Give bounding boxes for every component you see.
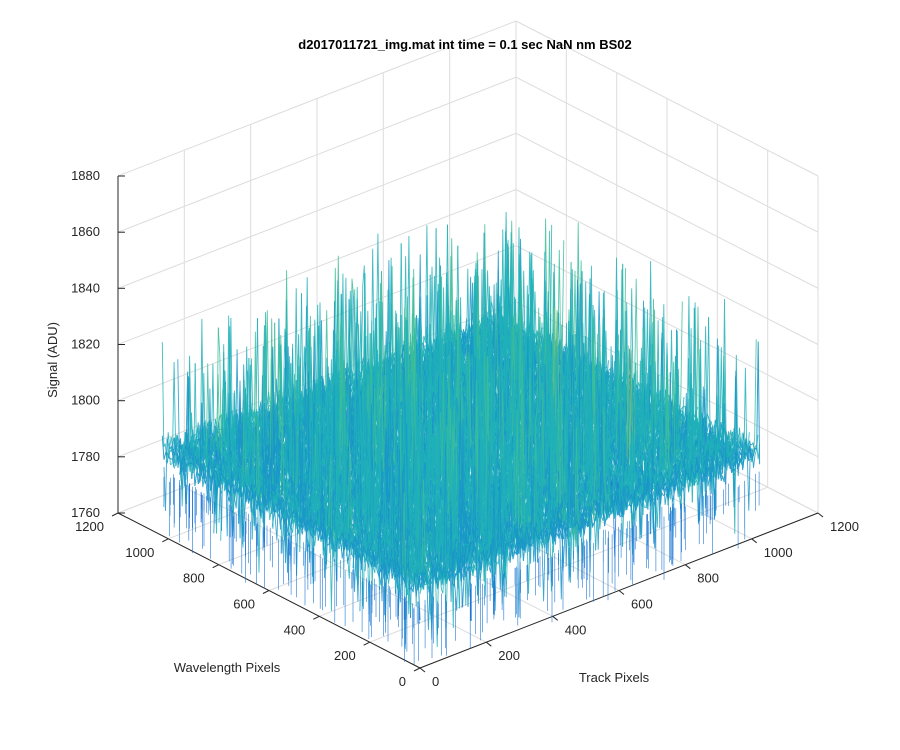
surface-trace — [268, 493, 279, 515]
back-wall-grid-line — [117, 76, 517, 233]
surface-trace — [252, 415, 263, 511]
side-wall-grid-line — [515, 132, 819, 289]
surface-trace — [220, 352, 231, 541]
surface-trace — [311, 426, 322, 546]
surface-trace — [234, 466, 244, 501]
surface-trace — [352, 534, 363, 569]
surface-trace — [175, 438, 186, 476]
back-wall-grid-line — [117, 189, 517, 345]
surface-trace — [321, 449, 332, 565]
side-wall-grid-line — [515, 189, 819, 345]
surface-trace — [205, 363, 215, 470]
x-tick-mark — [419, 667, 426, 673]
surface-trace — [205, 434, 216, 457]
surface-trace — [376, 519, 387, 572]
surface-plot — [161, 211, 761, 665]
surface-trace — [290, 498, 301, 533]
surface-trace — [316, 501, 327, 579]
y-tick-mark — [111, 512, 119, 517]
surface-trace — [371, 536, 382, 574]
x-tick-mark — [751, 538, 758, 544]
surface-trace — [169, 444, 179, 468]
surface-trace — [372, 386, 383, 508]
y-tick-mark — [262, 590, 270, 594]
surface-trace — [337, 522, 347, 544]
y-tick-mark — [363, 641, 370, 646]
surface-trace — [232, 475, 243, 532]
surface-trace — [373, 550, 383, 586]
surface-trace — [650, 374, 660, 462]
y-tick-mark — [413, 667, 421, 672]
x-tick-mark — [817, 512, 824, 518]
surface-trace — [199, 455, 210, 501]
back-wall-grid-line — [117, 20, 517, 177]
surface-trace — [309, 513, 320, 536]
surface-trace — [340, 527, 351, 552]
surface-trace — [460, 354, 470, 383]
x-tick-mark — [618, 590, 625, 595]
surface-trace — [256, 485, 267, 519]
surface-trace — [194, 453, 204, 470]
back-wall-grid-line — [117, 132, 517, 289]
surface-trace — [163, 438, 174, 512]
x-tick-mark — [684, 564, 691, 570]
surface-trace — [307, 505, 318, 531]
surface-trace — [354, 540, 365, 560]
surface-trace — [621, 381, 632, 401]
surface-trace — [359, 533, 370, 612]
surface-trace — [289, 499, 299, 524]
side-wall-grid-line — [515, 76, 819, 233]
y-tick-mark — [212, 564, 219, 569]
surface-trace — [634, 278, 639, 388]
x-tick-mark — [485, 641, 492, 647]
surface-trace — [366, 544, 377, 567]
surface-trace — [678, 301, 683, 417]
surface-trace — [173, 449, 184, 473]
x-tick-mark — [552, 615, 559, 621]
side-wall-grid-line — [515, 20, 819, 177]
axes — [111, 175, 824, 673]
surface-trace — [166, 445, 177, 465]
surface-trace — [278, 495, 289, 530]
side-wall-grid-line — [515, 245, 819, 402]
surface-trace — [273, 495, 284, 541]
back-wall-grid-line — [117, 245, 517, 402]
y-tick-mark — [162, 538, 169, 543]
surface-trace — [357, 538, 368, 560]
y-tick-mark — [313, 615, 320, 620]
